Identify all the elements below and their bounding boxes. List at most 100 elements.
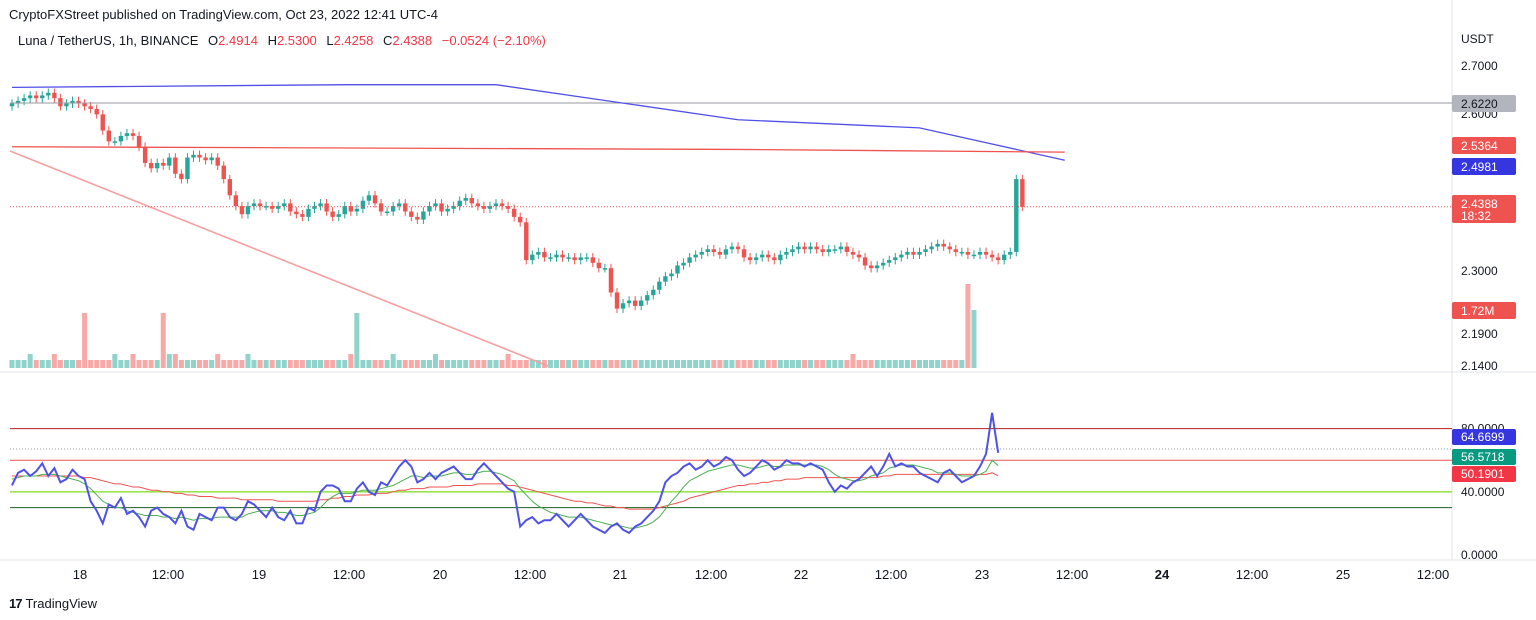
candle-body [251,203,257,207]
volume-bar [469,360,475,368]
candle-body [94,108,99,115]
time-tick-label: 12:00 [1417,567,1450,582]
candle-body [215,157,220,166]
volume-bar [414,360,420,368]
volume-bar [239,360,245,368]
volume-bar [27,354,33,368]
candle-body [167,157,172,166]
candle-body [300,214,305,217]
candle-body [348,206,353,212]
candle-body [82,103,87,107]
candle-body [457,200,462,207]
candle-body [874,265,880,269]
volume-bar [130,354,136,368]
volume-bar [209,360,215,368]
volume-bar [287,360,293,368]
volume-bar [941,360,947,368]
candle-body [639,300,644,306]
volume-bar [82,313,88,368]
volume-bar [874,360,880,368]
close-label: C [382,33,393,48]
volume-bar [118,360,124,368]
candle-body [511,208,517,217]
tradingview-brand[interactable]: 17 TradingView [9,596,97,611]
volume-bar [426,360,432,368]
rsi-label-box [1452,466,1516,482]
candle-body [366,195,372,201]
volume-bar [632,360,638,368]
candle-body [832,249,837,251]
volume-bar [293,360,299,368]
candle-body [46,92,51,96]
volume-bar [590,360,596,368]
candle-body [614,292,620,309]
brand-name: TradingView [25,596,98,611]
candle-body [965,251,971,255]
volume-bar [880,360,886,368]
volume-bar [802,360,808,368]
rsi-ma-line [11,459,999,529]
volume-bar [596,360,602,368]
candle-body [536,251,541,255]
candle-body [439,203,444,212]
candle-body [306,208,311,217]
volume-bar [892,360,898,368]
volume-bar [390,354,396,368]
ma-blue-line [11,84,1065,161]
volume-bar [523,360,529,368]
volume-bar [312,360,317,368]
candle-body [717,251,723,255]
volume-bar [693,360,699,368]
volume-bar [868,360,874,368]
volume-bar [51,354,57,368]
candle-body [9,103,15,107]
candle-body [560,254,565,258]
candle-body [796,246,801,250]
volume-bar [517,360,523,368]
volume-bar [729,360,735,368]
candle-body [844,246,850,252]
candle-body [269,206,275,209]
time-tick-label: 22 [794,567,808,582]
candle-body [741,249,747,258]
volume-bar [650,360,656,368]
candle-body [118,135,124,142]
candle-body [590,257,595,263]
candle-body [197,154,202,158]
volume-bar [215,354,221,368]
symbol-title[interactable]: Luna / TetherUS, 1h, BINANCE [18,33,199,48]
candle-body [106,130,111,142]
candle-body [124,133,130,136]
volume-bar [923,360,929,368]
volume-bar [705,360,711,368]
candle-body [711,249,716,252]
candle-body [161,162,166,166]
candle-body [505,206,511,209]
price-label-box [1452,302,1516,319]
candle-body [52,92,57,99]
candle-body [705,249,710,252]
volume-bar [354,313,360,368]
volume-bar [789,360,795,368]
candle-body [390,206,396,212]
candle-body [294,211,299,215]
candle-body [729,246,735,250]
time-tick-label: 18 [73,567,87,582]
candle-body [887,260,892,263]
candle-body [584,257,589,259]
candle-body [239,206,245,215]
rsi-label-box [1452,429,1516,445]
candle-body [148,162,154,169]
candle-body [923,249,928,252]
volume-bar [547,360,553,368]
volume-bar [378,360,384,368]
candle-body [602,268,608,270]
candle-body [40,95,45,99]
volume-bar [324,360,330,368]
volume-bar [796,360,801,368]
volume-bar [735,360,741,368]
candle-body [687,257,692,263]
volume-bar [832,360,838,368]
volume-bar [263,360,269,368]
